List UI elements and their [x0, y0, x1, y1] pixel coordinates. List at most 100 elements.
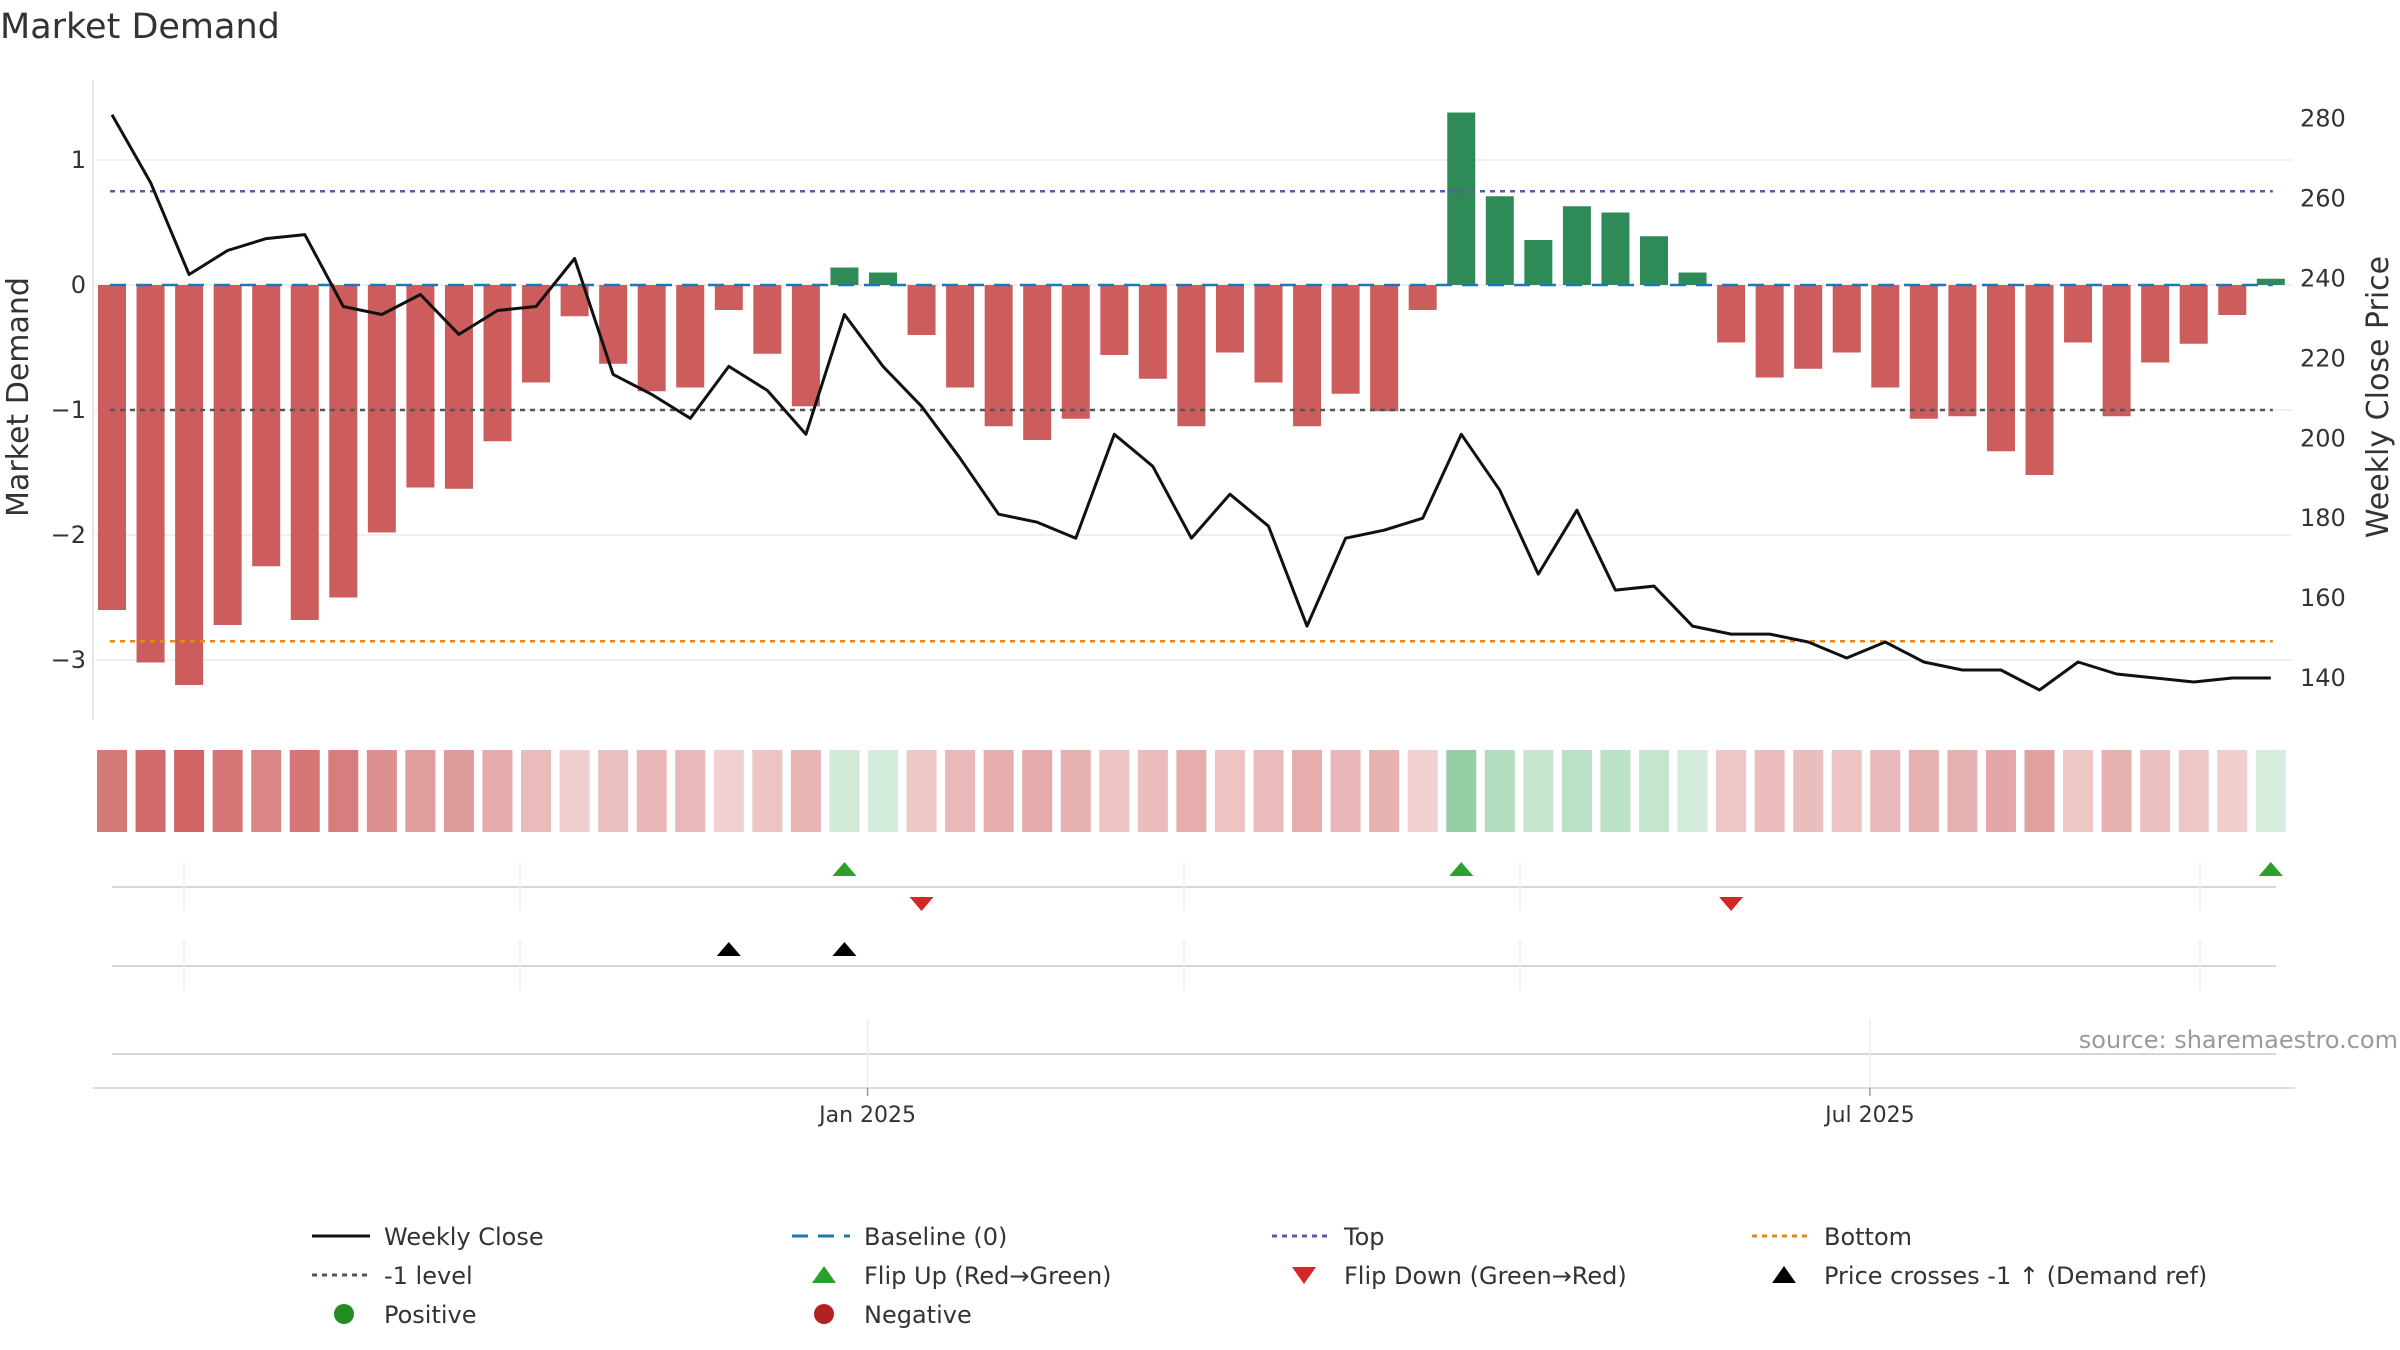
demand-bar	[1871, 285, 1900, 388]
heat-cell	[790, 750, 821, 832]
heat-cell	[135, 750, 166, 832]
demand-bar	[1100, 285, 1129, 355]
heat-cell	[1330, 750, 1361, 832]
legend-label: Negative	[864, 1301, 972, 1329]
weekly-close-line	[110, 113, 2271, 692]
heat-cell	[1060, 750, 1091, 832]
x-axis: Jan 2025 Jul 2025	[93, 1087, 2295, 1128]
legend-label: Positive	[384, 1301, 477, 1329]
legend-item: Top	[1272, 1223, 1385, 1251]
legend-swatch	[1292, 1267, 1316, 1284]
demand-bar	[1986, 285, 2015, 452]
heat-cell	[1253, 750, 1284, 832]
legend-item: Weekly Close	[312, 1223, 544, 1251]
heat-cell	[2140, 750, 2171, 832]
flip-down-marker	[1719, 897, 1744, 911]
heat-cell	[1369, 750, 1400, 832]
demand-bar	[1909, 285, 1938, 419]
heat-cell	[328, 750, 359, 832]
heat-cell	[1639, 750, 1669, 832]
legend: Weekly Close Baseline (0) Top Bottom -1 leve…	[312, 1223, 2207, 1329]
flip-up-marker	[2258, 862, 2283, 876]
legend-item: Positive	[334, 1301, 477, 1329]
left-tick-label: 1	[71, 146, 86, 174]
demand-bar	[1562, 206, 1591, 285]
reference-lines	[110, 190, 2273, 643]
heat-cell	[1137, 750, 1168, 832]
flip-up-marker	[1449, 862, 1474, 876]
heat-cell	[405, 750, 436, 832]
heat-cell	[289, 750, 320, 832]
demand-bar	[907, 285, 936, 335]
demand-bar	[1023, 285, 1052, 440]
legend-item: Negative	[814, 1301, 972, 1329]
heat-cell	[1947, 750, 1978, 832]
heat-cell	[829, 750, 860, 832]
heat-cell	[1716, 750, 1747, 832]
demand-bar	[984, 285, 1013, 427]
heat-cell	[675, 750, 706, 832]
heat-cell	[97, 750, 127, 832]
heat-cell	[752, 750, 783, 832]
demand-bar	[329, 285, 358, 598]
weekly-close-series	[110, 113, 2271, 692]
demand-bar	[2025, 285, 2054, 475]
demand-bar	[830, 267, 859, 285]
demand-bar	[290, 285, 319, 620]
legend-swatch	[334, 1304, 354, 1324]
right-axis-label: Weekly Close Price	[2361, 256, 2396, 538]
demand-bar	[1215, 285, 1244, 353]
heat-cell	[1870, 750, 1901, 832]
legend-swatch	[1772, 1266, 1796, 1283]
demand-bar	[406, 285, 435, 488]
heat-cell	[945, 750, 976, 832]
demand-bar	[599, 285, 628, 364]
heat-cell	[1677, 750, 1708, 832]
right-tick-label: 160	[2300, 584, 2346, 612]
flip-up-marker	[832, 862, 857, 876]
demand-bar	[1640, 236, 1668, 285]
heat-cell	[521, 750, 552, 832]
demand-bar	[2218, 285, 2247, 315]
demand-bar	[1370, 285, 1399, 412]
heat-cell	[1214, 750, 1245, 832]
heat-cell	[2255, 750, 2286, 832]
heat-cell	[1985, 750, 2016, 832]
legend-swatch	[814, 1304, 834, 1324]
demand-bar	[2064, 285, 2093, 343]
demand-bar	[2256, 278, 2285, 285]
demand-bar	[676, 285, 705, 388]
demand-bar	[1138, 285, 1167, 379]
heat-cell	[559, 750, 590, 832]
demand-bar	[1331, 285, 1360, 394]
heat-cell	[1446, 750, 1477, 832]
left-tick-label: −2	[51, 521, 86, 549]
price-cross-markers-track	[112, 940, 2276, 990]
heat-cell	[366, 750, 397, 832]
legend-item: Price crosses -1 ↑ (Demand ref)	[1772, 1262, 2207, 1290]
heat-cell	[2101, 750, 2132, 832]
legend-label: Flip Down (Green→Red)	[1344, 1262, 1627, 1290]
demand-bar	[637, 285, 666, 392]
demand-bar	[1254, 285, 1283, 383]
legend-swatch	[812, 1266, 836, 1283]
demand-bar	[1408, 285, 1437, 310]
right-tick-label: 260	[2300, 185, 2346, 213]
right-tick-label: 240	[2300, 265, 2346, 293]
left-tick-label: −3	[51, 646, 86, 674]
legend-item: Bottom	[1752, 1223, 1912, 1251]
demand-bar	[753, 285, 782, 354]
heat-cell	[906, 750, 937, 832]
legend-label: Weekly Close	[384, 1223, 544, 1251]
left-tick-label: −1	[51, 396, 86, 424]
demand-bar	[1755, 285, 1784, 378]
right-tick-label: 200	[2300, 424, 2346, 452]
demand-bar	[98, 285, 126, 610]
heat-cell	[1407, 750, 1438, 832]
heat-cell	[2217, 750, 2248, 832]
heat-cell	[1561, 750, 1592, 832]
legend-label: Top	[1343, 1223, 1385, 1251]
demand-bar	[2179, 285, 2208, 344]
demand-bar	[2141, 285, 2170, 363]
left-axis-label: Market Demand	[1, 277, 36, 517]
